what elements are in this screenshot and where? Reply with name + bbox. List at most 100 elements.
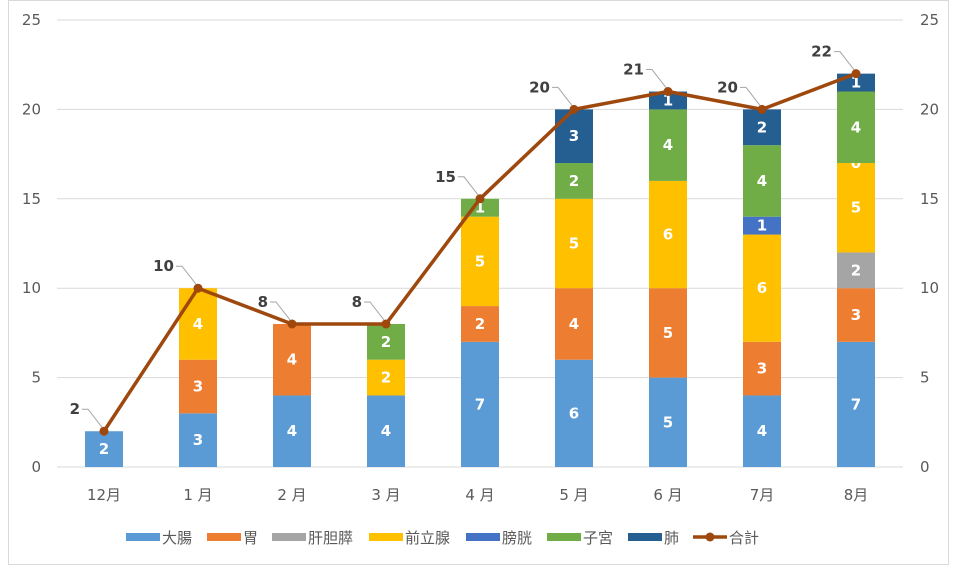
legend-swatch	[466, 533, 500, 541]
bar-segment	[179, 413, 217, 467]
bar-data-label: 1	[757, 217, 767, 235]
bar-data-label: 2	[851, 261, 861, 279]
bar-data-label: 6	[569, 404, 579, 422]
x-tick-label: 7月	[750, 486, 775, 504]
bar-segment	[555, 198, 593, 289]
bar-data-label: 4	[287, 422, 297, 440]
total-line-marker	[99, 426, 109, 436]
bar-data-label: 4	[757, 422, 767, 440]
bar-data-label: 5	[851, 199, 861, 217]
bar-segment	[367, 323, 405, 360]
total-data-label: 15	[435, 168, 456, 186]
total-leader-line	[82, 408, 103, 428]
x-tick-label: 8月	[844, 486, 869, 504]
legend-swatch	[547, 533, 581, 541]
bar-data-label: 4	[851, 118, 861, 136]
bar-data-label: 3	[569, 127, 579, 145]
y2-tick-label: 10	[920, 279, 939, 297]
bar-segment	[555, 359, 593, 467]
y2-tick-label: 5	[920, 369, 930, 387]
bar-segment	[649, 109, 687, 181]
bar-segment	[461, 306, 499, 342]
bar-data-label: 5	[663, 413, 673, 431]
bar-data-label: 4	[381, 422, 391, 440]
bar-data-label: 2	[99, 440, 109, 458]
total-leader-line	[552, 86, 573, 106]
total-line-marker	[851, 69, 861, 79]
bar-segment	[649, 180, 687, 289]
bar-segment	[555, 163, 593, 199]
bar-segment	[743, 216, 781, 235]
legend-line-marker	[705, 532, 715, 542]
bar-data-label: 4	[663, 136, 673, 154]
y-tick-label: 0	[31, 458, 41, 476]
total-data-label: 21	[623, 61, 644, 79]
bar-data-label: 7	[851, 395, 861, 413]
bar-data-label: 1	[475, 199, 485, 217]
legend-label: 子宮	[583, 529, 613, 547]
bar-segment	[837, 163, 875, 253]
total-leader-line	[646, 69, 667, 88]
x-tick-label: 5 月	[559, 486, 588, 504]
bar-data-label: 6	[663, 226, 673, 244]
total-data-label: 2	[70, 400, 80, 418]
x-tick-label: 12月	[87, 486, 121, 504]
total-line-marker	[663, 87, 673, 97]
bar-segment	[743, 145, 781, 217]
y-tick-label: 10	[22, 279, 41, 297]
legend-swatch	[126, 533, 160, 541]
y2-tick-label: 0	[920, 458, 930, 476]
bar-data-label: 5	[569, 235, 579, 253]
bar-data-label: 1	[663, 91, 673, 109]
legend-label: 膀胱	[502, 529, 532, 547]
bar-segment	[649, 91, 687, 110]
legend-label: 胃	[243, 529, 258, 547]
total-line-marker	[475, 194, 485, 204]
x-tick-label: 4 月	[465, 486, 494, 504]
bar-segment	[555, 109, 593, 164]
legend-label: 前立腺	[405, 529, 450, 547]
bar-data-label: 4	[569, 315, 579, 333]
legend-label: 肝胆膵	[308, 529, 353, 547]
bar-segment	[837, 91, 875, 164]
bar-segment	[367, 395, 405, 467]
legend-swatch	[369, 533, 403, 541]
total-line-marker	[381, 319, 391, 329]
total-data-label: 10	[153, 257, 174, 275]
y-tick-label: 5	[31, 369, 41, 387]
bar-data-label: 6	[757, 279, 767, 297]
y-tick-label: 25	[22, 11, 41, 29]
y-axis-right: 0 5 10 15 20 25	[920, 11, 939, 476]
bar-data-label: 2	[757, 118, 767, 136]
bar-data-label: 5	[663, 324, 673, 342]
bar-data-label: 4	[287, 351, 297, 369]
x-tick-label: 6 月	[653, 486, 682, 504]
total-data-label: 20	[529, 78, 550, 96]
x-tick-label: 2 月	[277, 486, 306, 504]
legend-label: 肺	[664, 529, 679, 547]
legend: 大腸 胃 肝胆膵 前立腺 膀胱 子宮 肺 合計	[126, 529, 759, 547]
legend-swatch	[272, 533, 306, 541]
total-leader-line	[740, 86, 761, 106]
bar-segment	[743, 109, 781, 146]
bar-data-label: 3	[851, 306, 861, 324]
bar-data-label: 3	[757, 360, 767, 378]
bar-segment	[649, 288, 687, 378]
bar-data-label: 2	[475, 315, 485, 333]
bar-segment	[837, 252, 875, 289]
total-line-marker	[757, 104, 767, 114]
y2-tick-label: 25	[920, 11, 939, 29]
bar-segment	[837, 288, 875, 342]
bar-data-label: 3	[193, 378, 203, 396]
bar-segment	[461, 341, 499, 467]
legend-swatch	[628, 533, 662, 541]
bar-data-label: 4	[757, 172, 767, 190]
total-line-marker	[287, 319, 297, 329]
bar-segment	[273, 323, 311, 396]
y-tick-label: 20	[22, 100, 41, 118]
bar-segment	[85, 431, 123, 467]
bar-data-label: 2	[381, 369, 391, 387]
legend-label: 大腸	[162, 529, 192, 547]
total-data-label: 22	[811, 43, 832, 61]
